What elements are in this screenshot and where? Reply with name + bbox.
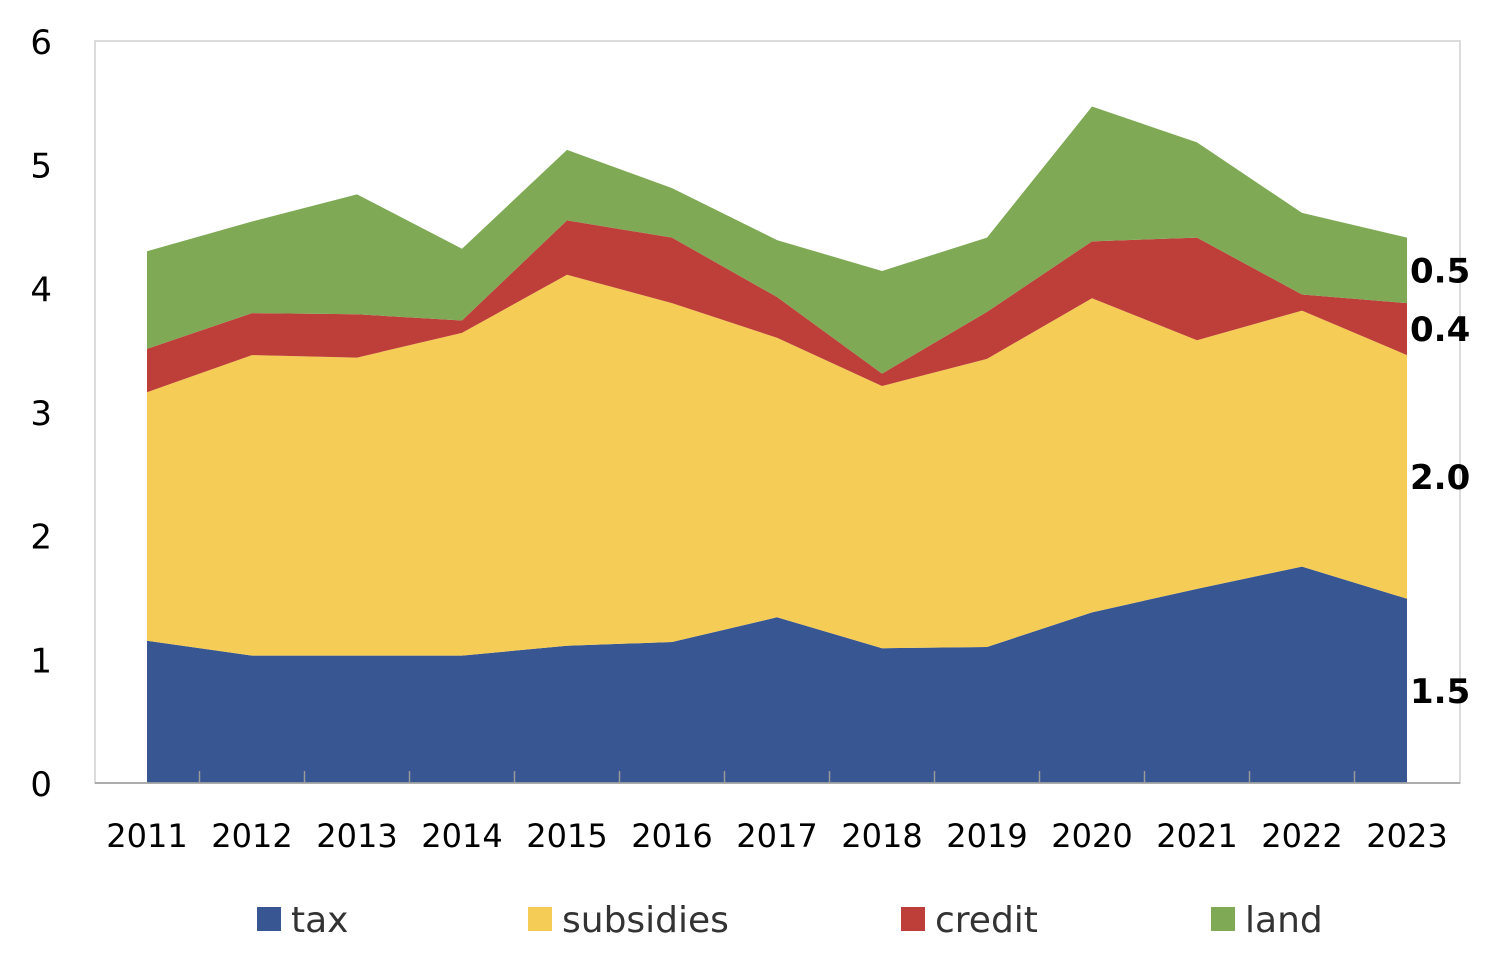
legend-swatch bbox=[901, 907, 925, 931]
x-tick-label: 2015 bbox=[526, 817, 607, 855]
area-subsidies bbox=[147, 274, 1407, 656]
area-tax bbox=[147, 566, 1407, 783]
end-label-land: 0.5 bbox=[1410, 251, 1470, 291]
x-tick-label: 2011 bbox=[106, 817, 187, 855]
x-tick-label: 2016 bbox=[631, 817, 712, 855]
legend-item-tax: tax bbox=[257, 900, 348, 941]
x-tick-label: 2018 bbox=[841, 817, 922, 855]
end-label-subsidies: 2.0 bbox=[1410, 458, 1470, 498]
y-tick-label: 5 bbox=[30, 147, 52, 187]
x-tick-label: 2017 bbox=[736, 817, 817, 855]
x-tick-label: 2019 bbox=[946, 817, 1027, 855]
area-credit bbox=[147, 220, 1407, 393]
legend-item-subsidies: subsidies bbox=[528, 900, 729, 941]
legend-swatch bbox=[1211, 907, 1235, 931]
legend-item-credit: credit bbox=[901, 900, 1038, 941]
area-land bbox=[147, 106, 1407, 374]
end-label-tax: 1.5 bbox=[1410, 672, 1470, 712]
x-tick-label: 2013 bbox=[316, 817, 397, 855]
legend-label: subsidies bbox=[562, 900, 729, 941]
end-label-credit: 0.4 bbox=[1410, 310, 1470, 350]
x-tick-label: 2023 bbox=[1366, 817, 1447, 855]
legend-label: credit bbox=[935, 900, 1038, 941]
y-tick-label: 4 bbox=[30, 270, 52, 310]
legend: tax subsidies credit land bbox=[257, 900, 1323, 941]
areas bbox=[147, 106, 1407, 783]
x-tick-label: 2012 bbox=[211, 817, 292, 855]
x-tick-label: 2014 bbox=[421, 817, 502, 855]
y-tick-label: 6 bbox=[30, 23, 52, 63]
axes: 0 1 2 3 4 5 6 2011 2012 2013 2014 2015 2016 2017 2018 2… bbox=[30, 23, 1460, 855]
x-tick-label: 2022 bbox=[1261, 817, 1342, 855]
legend-swatch bbox=[257, 907, 281, 931]
y-tick-label: 0 bbox=[30, 765, 52, 805]
legend-label: land bbox=[1245, 900, 1323, 941]
legend-swatch bbox=[528, 907, 552, 931]
y-tick-label: 2 bbox=[30, 518, 52, 558]
y-tick-label: 1 bbox=[30, 641, 52, 681]
x-tick-label: 2020 bbox=[1051, 817, 1132, 855]
legend-label: tax bbox=[291, 900, 348, 941]
y-tick-label: 3 bbox=[30, 394, 52, 434]
x-tick-label: 2021 bbox=[1156, 817, 1237, 855]
legend-item-land: land bbox=[1211, 900, 1323, 941]
end-labels: 1.5 2.0 0.4 0.5 bbox=[1410, 251, 1470, 711]
